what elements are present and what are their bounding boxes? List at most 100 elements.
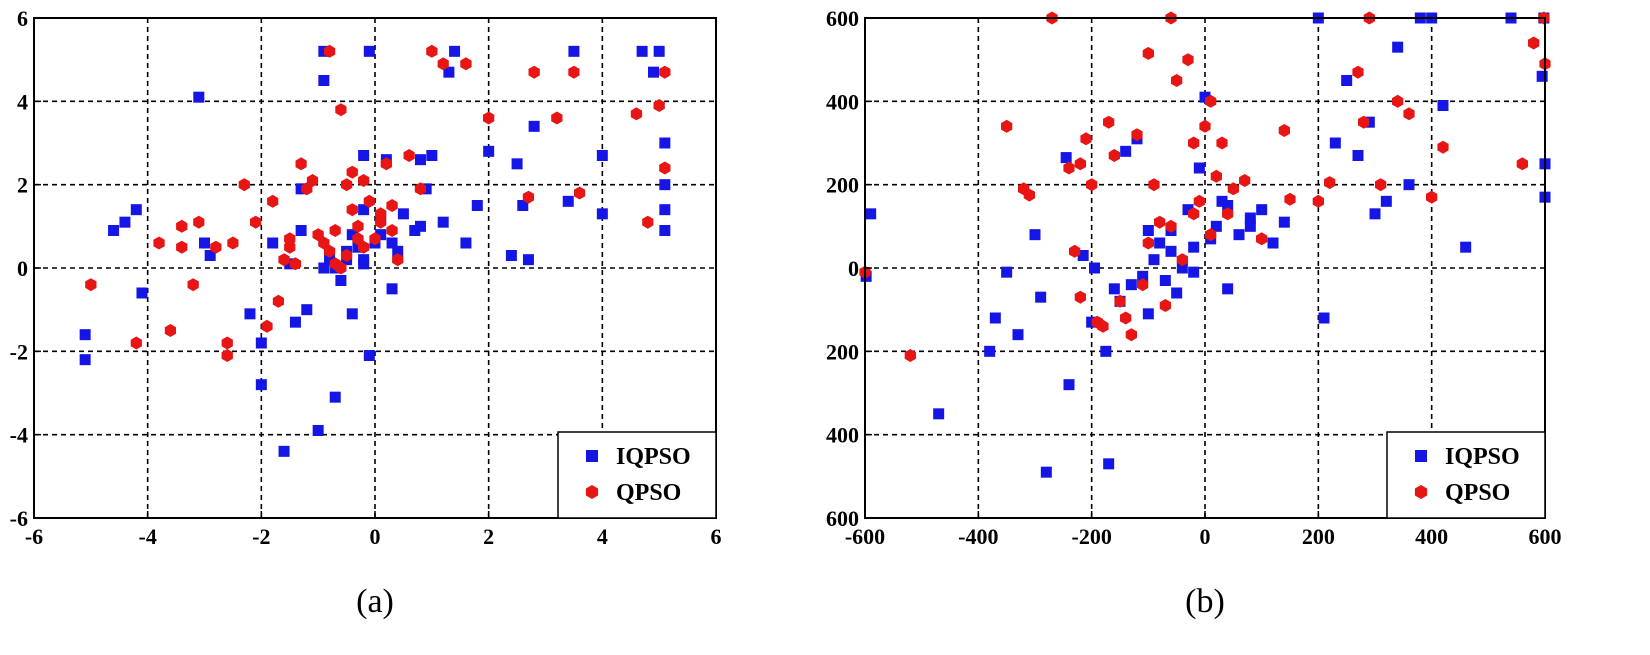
point-iqpso <box>346 229 358 241</box>
point-iqpso <box>1318 312 1330 324</box>
x-tick-label: -200 <box>1072 524 1112 549</box>
point-qpso <box>323 244 336 258</box>
point-iqpso <box>1086 316 1098 328</box>
point-iqpso <box>397 208 409 220</box>
y-tick-label: -6 <box>10 506 28 531</box>
x-tick-label: -2 <box>252 524 270 549</box>
legend-marker-iqpso <box>586 450 598 462</box>
point-iqpso <box>1267 237 1279 249</box>
point-iqpso <box>358 204 370 216</box>
point-qpso <box>289 257 302 271</box>
point-qpso <box>284 232 296 246</box>
point-iqpso <box>255 379 267 391</box>
legend: IQPSO QPSO <box>1386 431 1546 519</box>
point-qpso <box>1426 190 1438 204</box>
point-qpso <box>176 219 188 233</box>
point-iqpso <box>346 308 358 320</box>
scatter-panel-b: -600 -400 -200 0 200 400 600 -600 -400 -200 0 200 40… <box>825 0 1650 655</box>
series-qpso <box>859 11 1551 362</box>
point-iqpso <box>295 225 307 236</box>
point-iqpso <box>1012 329 1024 341</box>
point-qpso <box>386 199 398 212</box>
point-qpso <box>176 240 188 254</box>
point-iqpso <box>1188 266 1200 278</box>
scatter-plot-b: -600 -400 -200 0 200 400 600 -600 -400 -200 0 200 40… <box>825 6 1562 620</box>
point-iqpso <box>295 183 307 195</box>
legend-label-iqpso: IQPSO <box>1445 444 1520 470</box>
point-iqpso <box>449 45 461 57</box>
point-iqpso <box>1137 270 1149 282</box>
point-iqpso <box>1536 70 1548 82</box>
point-qpso <box>278 253 290 267</box>
point-qpso <box>1216 136 1228 150</box>
point-qpso <box>551 111 563 125</box>
point-iqpso <box>267 237 279 249</box>
point-iqpso <box>1210 220 1222 232</box>
point-qpso <box>1125 328 1137 342</box>
point-qpso <box>1256 232 1268 246</box>
x-tick-label: 4 <box>597 524 608 549</box>
x-tick-label: -6 <box>25 524 43 549</box>
x-tick-label: 2 <box>483 524 494 549</box>
x-tick-label: 0 <box>1200 524 1211 549</box>
point-qpso <box>1086 178 1098 192</box>
point-iqpso <box>409 225 421 236</box>
y-tick-label: 2 <box>17 173 28 198</box>
point-iqpso <box>414 220 426 232</box>
point-qpso <box>1227 182 1239 196</box>
point-qpso <box>1148 178 1160 192</box>
point-qpso <box>221 349 233 362</box>
point-qpso <box>1137 278 1149 292</box>
point-iqpso <box>335 275 347 286</box>
point-qpso <box>460 57 472 71</box>
point-iqpso <box>1182 204 1194 216</box>
point-qpso <box>1188 136 1200 150</box>
y-tick-label: -200 <box>825 339 859 364</box>
legend-box <box>1386 431 1546 519</box>
point-iqpso <box>363 350 375 361</box>
point-qpso <box>392 253 404 267</box>
point-iqpso <box>318 45 330 57</box>
point-qpso <box>1080 132 1092 146</box>
point-iqpso <box>659 137 671 149</box>
point-qpso <box>1392 94 1404 108</box>
x-tick-label: 6 <box>711 524 722 549</box>
point-qpso <box>1516 157 1528 171</box>
point-iqpso <box>1193 162 1205 174</box>
point-iqpso <box>199 237 210 249</box>
point-iqpso <box>79 329 91 341</box>
point-qpso <box>1176 253 1188 267</box>
point-iqpso <box>1176 262 1188 274</box>
point-iqpso <box>1244 220 1256 232</box>
point-iqpso <box>1341 75 1353 86</box>
point-qpso <box>904 349 916 362</box>
point-iqpso <box>414 154 426 166</box>
point-iqpso <box>392 245 404 257</box>
point-iqpso <box>984 345 996 357</box>
point-iqpso <box>1142 308 1154 320</box>
point-iqpso <box>1256 204 1268 216</box>
point-iqpso <box>324 254 336 266</box>
point-qpso <box>1239 174 1251 187</box>
point-iqpso <box>289 316 301 328</box>
point-qpso <box>267 194 279 208</box>
point-qpso <box>187 278 199 292</box>
point-iqpso <box>1159 275 1171 286</box>
x-tick-label: -600 <box>845 524 885 549</box>
point-qpso <box>335 103 347 117</box>
point-iqpso <box>1363 116 1375 128</box>
point-iqpso <box>1460 241 1472 253</box>
point-qpso <box>261 319 273 333</box>
point-qpso <box>1188 207 1200 221</box>
point-qpso <box>414 182 427 196</box>
point-iqpso <box>511 158 523 170</box>
point-iqpso <box>318 262 330 274</box>
y-tick-label: 600 <box>826 6 859 31</box>
legend-marker-qpso <box>585 485 599 499</box>
point-iqpso <box>1120 145 1132 157</box>
point-qpso <box>238 178 250 192</box>
point-qpso <box>1199 119 1211 133</box>
y-tick-label: 6 <box>17 6 28 31</box>
point-iqpso <box>483 145 495 157</box>
point-iqpso <box>1171 287 1183 299</box>
